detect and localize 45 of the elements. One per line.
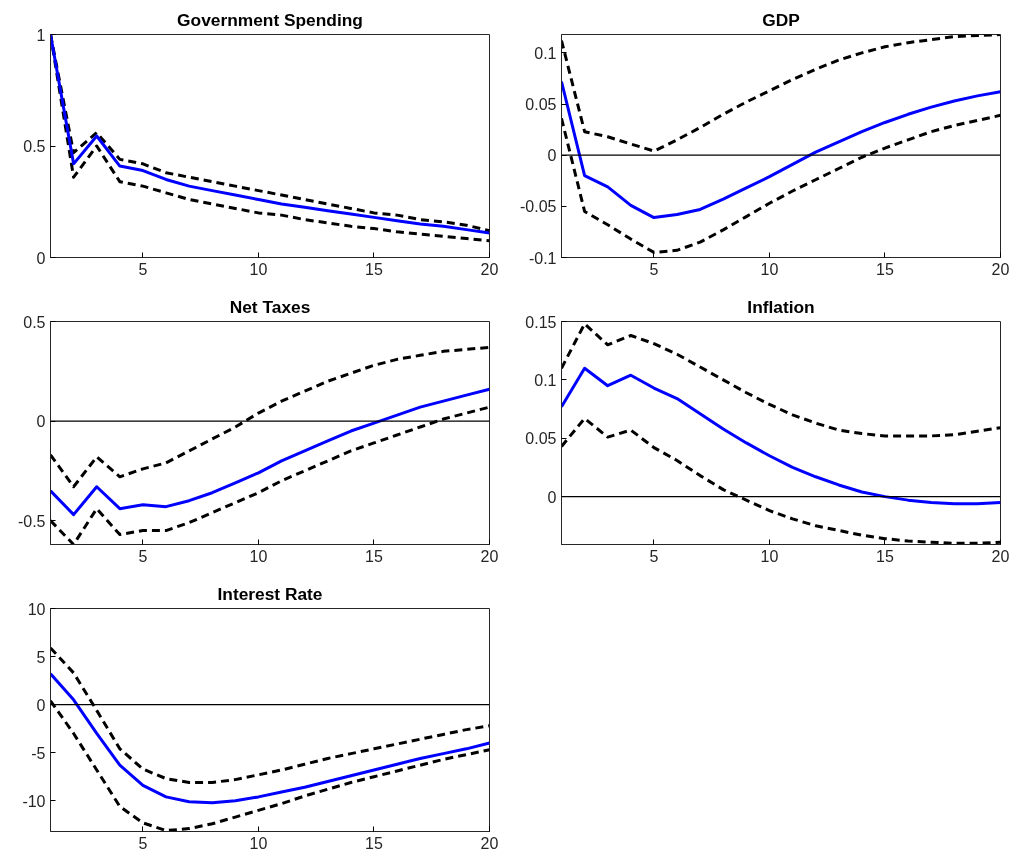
x-tick-label: 20: [480, 547, 499, 565]
y-tick-label: 0.15: [525, 313, 557, 331]
chart-title: Government Spending: [177, 9, 363, 30]
x-tick-label: 20: [480, 834, 499, 852]
y-tick-label: 5: [36, 648, 46, 666]
x-tick-label: 15: [876, 260, 894, 278]
y-tick-label: -0.05: [520, 198, 557, 216]
x-tick-label: 15: [365, 260, 383, 278]
y-tick-label: 0: [36, 249, 46, 267]
x-tick-label: 10: [249, 260, 268, 278]
y-tick-label: 1: [36, 26, 46, 44]
y-tick-label: 0.1: [534, 371, 557, 389]
y-tick-label: 0.1: [534, 44, 557, 62]
x-tick-label: 10: [760, 547, 779, 565]
x-tick-label: 20: [480, 260, 499, 278]
y-tick-label: 0.05: [525, 96, 557, 114]
x-tick-label: 5: [649, 547, 659, 565]
x-tick-label: 10: [249, 547, 268, 565]
y-tick-label: -10: [22, 792, 46, 810]
x-tick-label: 10: [249, 834, 268, 852]
chart-title: Inflation: [747, 296, 815, 317]
y-tick-label: 0.5: [23, 313, 46, 331]
y-tick-label: 0: [547, 147, 557, 165]
x-tick-label: 15: [365, 834, 383, 852]
y-tick-label: 10: [27, 600, 46, 618]
y-tick-label: 0: [547, 488, 557, 506]
y-tick-label: 0.5: [23, 138, 46, 155]
x-tick-label: 5: [138, 547, 148, 565]
y-tick-label: 0: [36, 696, 46, 714]
y-tick-label: -0.1: [528, 249, 557, 267]
y-tick-label: -5: [31, 744, 46, 762]
x-tick-label: 5: [649, 260, 659, 278]
x-tick-label: 15: [365, 547, 383, 565]
chart-title: GDP: [762, 9, 800, 30]
x-tick-label: 20: [991, 547, 1010, 565]
x-tick-label: 5: [138, 260, 148, 278]
x-tick-label: 15: [876, 547, 894, 565]
chart-title: Net Taxes: [229, 296, 311, 317]
x-tick-label: 10: [760, 260, 779, 278]
y-tick-label: 0: [36, 413, 46, 431]
y-tick-label: -0.5: [17, 512, 46, 530]
chart-title: Interest Rate: [217, 583, 323, 604]
y-tick-label: 0.05: [525, 430, 557, 448]
x-tick-label: 20: [991, 260, 1010, 278]
x-tick-label: 5: [138, 834, 148, 852]
